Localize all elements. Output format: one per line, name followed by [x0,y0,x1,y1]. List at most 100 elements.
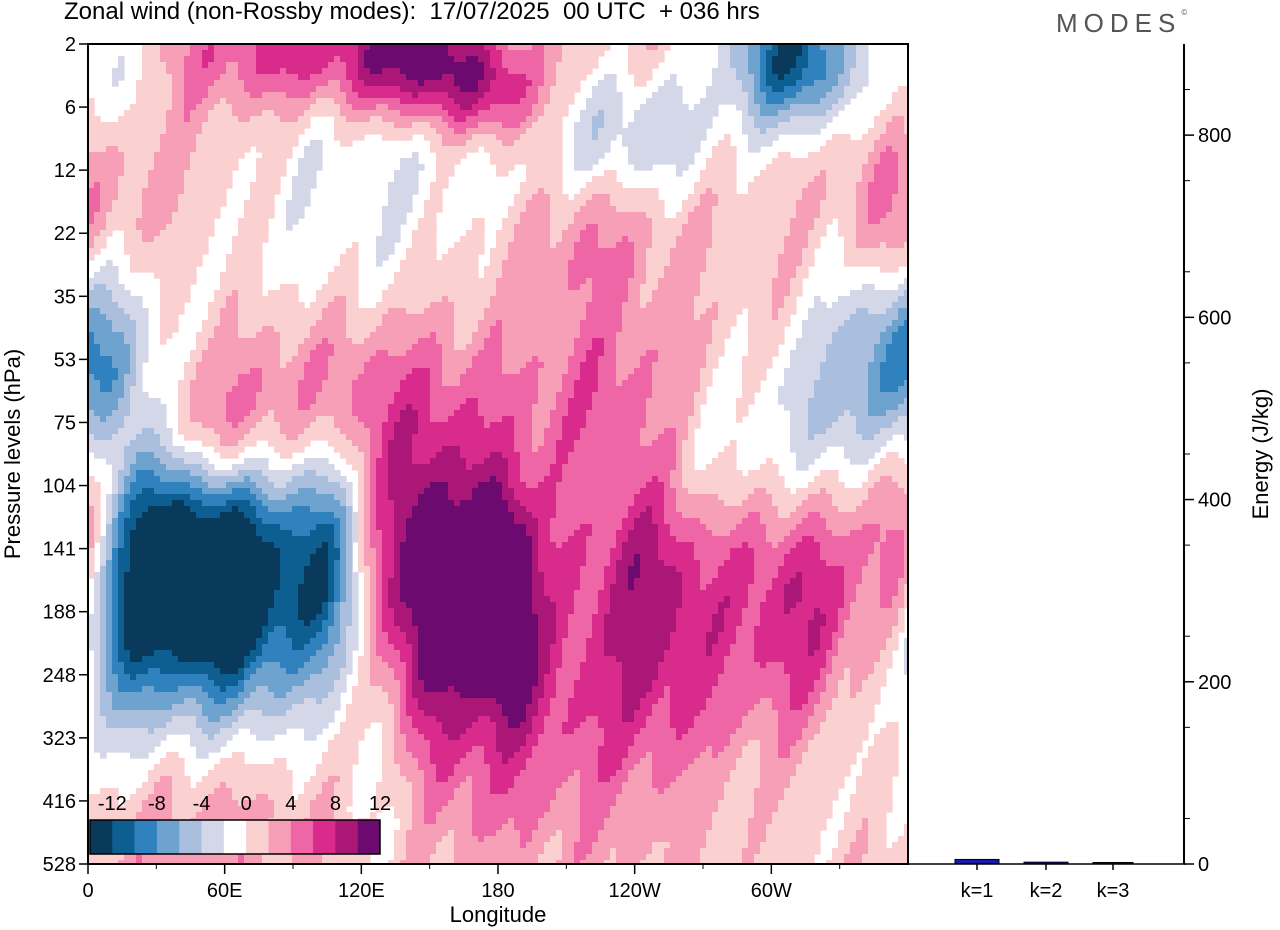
field-cell [388,224,395,231]
field-cell [586,134,593,141]
field-cell [430,320,437,327]
field-cell [298,170,305,177]
field-cell [844,248,851,255]
field-cell [94,242,101,249]
field-cell [196,206,203,213]
field-cell [154,50,161,57]
field-cell [166,224,173,231]
field-cell [106,302,113,309]
field-cell [814,110,821,117]
field-cell [94,146,101,153]
field-cell [712,200,719,207]
field-cell [724,290,731,297]
field-cell [166,206,173,213]
field-cell [628,134,635,141]
field-cell [790,164,797,171]
field-cell [232,68,239,75]
field-cell [340,80,347,87]
field-cell [418,290,425,297]
field-cell [682,218,689,225]
field-cell [682,140,689,147]
field-cell [454,326,461,333]
field-cell [700,194,707,201]
field-cell [178,290,185,297]
field-cell [784,290,791,297]
field-cell [250,194,257,201]
field-cell [592,248,599,255]
field-cell [214,176,221,183]
field-cell [508,230,515,237]
field-cell [244,266,251,273]
field-cell [616,188,623,195]
field-cell [508,50,515,57]
field-cell [688,116,695,123]
field-cell [148,146,155,153]
field-cell [568,248,575,255]
field-cell [160,122,167,129]
field-cell [184,254,191,261]
field-cell [154,92,161,99]
field-cell [154,134,161,141]
field-cell [478,62,485,69]
field-cell [634,320,641,327]
field-cell [736,230,743,237]
field-cell [106,320,113,327]
field-cell [178,254,185,261]
field-cell [394,218,401,225]
field-cell [424,116,431,123]
field-cell [790,272,797,279]
field-cell [172,152,179,159]
field-cell [292,104,299,111]
field-cell [154,98,161,105]
field-cell [736,272,743,279]
field-cell [646,278,653,285]
field-cell [652,140,659,147]
field-cell [94,218,101,225]
field-cell [154,56,161,63]
field-cell [892,254,899,261]
field-cell [238,224,245,231]
field-cell [196,122,203,129]
field-cell [778,110,785,117]
field-cell [202,110,209,117]
field-cell [256,290,263,297]
field-cell [484,326,491,333]
field-cell [286,314,293,321]
field-cell [820,200,827,207]
field-cell [478,134,485,141]
field-cell [286,212,293,219]
field-cell [88,140,95,147]
field-cell [286,116,293,123]
field-cell [694,146,701,153]
field-cell [778,74,785,81]
field-cell [514,140,521,147]
field-cell [424,68,431,75]
field-cell [844,146,851,153]
field-cell [592,86,599,93]
field-cell [802,50,809,57]
field-cell [340,62,347,69]
field-cell [778,98,785,105]
field-cell [808,230,815,237]
field-cell [370,104,377,111]
field-cell [742,236,749,243]
field-cell [790,110,797,117]
field-cell [808,80,815,87]
field-cell [898,260,905,267]
field-cell [868,212,875,219]
field-cell [184,170,191,177]
field-cell [508,134,515,141]
field-cell [454,302,461,309]
field-cell [370,80,377,87]
field-cell [424,320,431,327]
field-cell [616,116,623,123]
field-cell [574,62,581,69]
field-cell [262,128,269,135]
field-cell [688,212,695,219]
field-cell [340,314,347,321]
field-cell [430,110,437,117]
field-cell [580,218,587,225]
field-cell [508,218,515,225]
field-cell [220,98,227,105]
field-cell [658,140,665,147]
